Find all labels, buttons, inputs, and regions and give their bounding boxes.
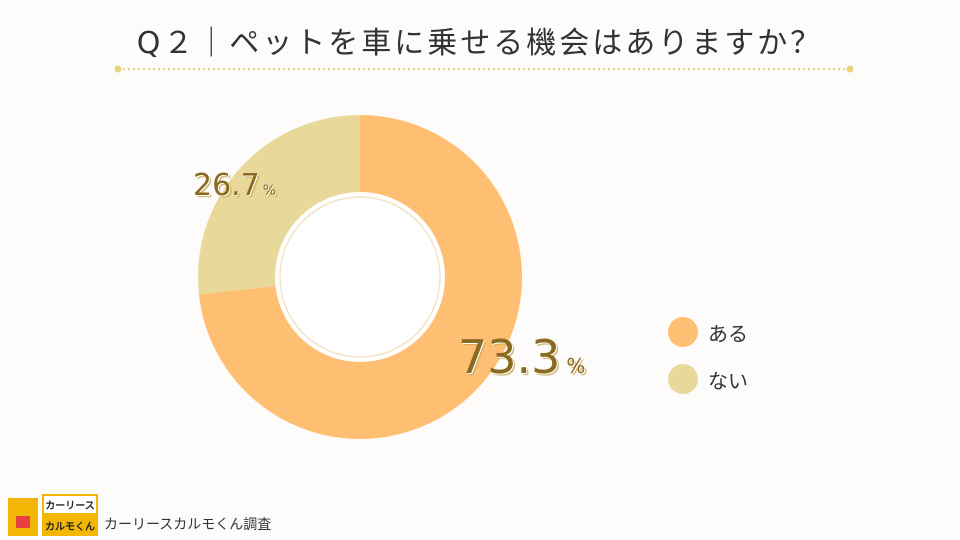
legend-item-aru: ある [668, 317, 748, 347]
data-label-aru: 73.3% [458, 330, 586, 384]
logo: カーリース カルモくん [42, 494, 98, 536]
footer: カーリース カルモくん カーリースカルモくん調査 [8, 494, 271, 536]
legend-swatch [668, 364, 698, 394]
logo-text-bottom: カルモくん [42, 515, 98, 536]
data-label-nai: 26.7% [193, 168, 277, 203]
logo-text-top: カーリース [42, 494, 98, 515]
divider-dot-right [846, 65, 854, 73]
donut-inner-ring [279, 196, 441, 358]
legend-item-nai: ない [668, 364, 748, 394]
donut-hole [275, 192, 445, 362]
source-note: カーリースカルモくん調査 [104, 517, 272, 533]
divider-dot-left [114, 65, 122, 73]
legend-label: ない [708, 368, 748, 393]
legend-label: ある [708, 321, 748, 346]
chart-title: Q２｜ペットを車に乗せる機会はありますか？ [136, 26, 824, 61]
legend-swatch [668, 317, 698, 347]
logo-icon [8, 498, 38, 536]
